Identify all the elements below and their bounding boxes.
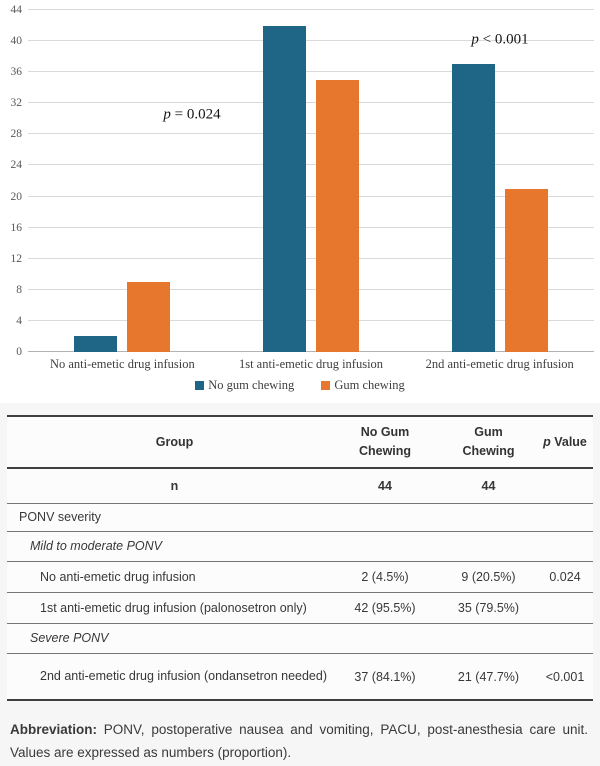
y-axis-tick-label: 16 <box>10 221 23 234</box>
table-footnote: Abbreviation: PONV, postoperative nausea… <box>10 719 588 765</box>
header-gum-chewing: Gum Chewing <box>462 425 515 458</box>
header-no-gum-chewing: No Gum Chewing <box>358 425 412 458</box>
table-row-2nd-infusion: 2nd anti-emetic drug infusion (ondansetr… <box>7 654 593 701</box>
gridline <box>28 40 594 42</box>
y-axis-tick-label: 24 <box>10 159 23 172</box>
footnote-abbreviation-label: Abbreviation: <box>10 722 98 737</box>
bar-gum-chewing <box>504 188 548 352</box>
chart-legend: No gum chewing Gum chewing <box>0 378 600 393</box>
gridline <box>28 351 594 352</box>
x-axis-labels: No anti-emetic drug infusion 1st anti-eme… <box>28 357 594 372</box>
bar-gum-chewing <box>127 282 171 352</box>
bar-gum-chewing <box>316 79 359 352</box>
legend-item: Gum chewing <box>321 378 405 393</box>
y-axis-tick-label: 12 <box>10 252 23 265</box>
x-axis-category-label: 2nd anti-emetic drug infusion <box>425 357 574 371</box>
table-row-no-infusion: No anti-emetic drug infusion 2 (4.5%) 9 … <box>7 562 593 593</box>
annotation-text: = 0.024 <box>170 106 221 123</box>
gridline <box>28 102 594 104</box>
legend-label: Gum chewing <box>334 378 405 392</box>
legend-swatch-icon <box>321 381 331 390</box>
plot-area <box>28 9 594 352</box>
x-axis-category-label: 1st anti-emetic drug infusion <box>238 357 384 371</box>
table-header-row: Group No Gum Chewing Gum Chewing p Value <box>7 417 593 469</box>
table-row-severe-ponv: Severe PONV <box>7 624 593 654</box>
bar-no-gum-chewing <box>451 64 495 352</box>
table-row-mild-moderate: Mild to moderate PONV <box>7 532 593 562</box>
table-row-ponv-severity: PONV severity <box>7 504 593 532</box>
annotation-text: < 0.001 <box>478 31 529 48</box>
p-value-annotation: p = 0.024 <box>163 107 220 124</box>
bar-no-gum-chewing <box>263 25 306 352</box>
annotation-italic-p: p <box>163 106 171 123</box>
gridline <box>28 288 594 290</box>
legend-swatch-icon <box>195 381 205 390</box>
gridline <box>28 133 594 135</box>
legend-item: No gum chewing <box>195 378 294 393</box>
gridline <box>28 319 594 321</box>
y-axis-tick-label: 36 <box>10 66 23 79</box>
gridline <box>28 195 594 197</box>
gridline <box>28 9 594 10</box>
table-section: Group No Gum Chewing Gum Chewing p Value… <box>0 403 600 766</box>
bar-groups <box>28 10 594 352</box>
gridline <box>28 257 594 259</box>
x-axis-category-label: No anti-emetic drug infusion <box>49 357 195 371</box>
gridline <box>28 226 594 228</box>
bar-group <box>28 10 217 352</box>
annotation-italic-p: p <box>471 31 479 48</box>
header-p-value: p Value <box>543 435 587 449</box>
grouped-bar-chart: 0 4 8 12 16 20 24 28 32 36 40 44 No anti-emetic drug… <box>0 4 600 393</box>
y-axis-tick-label: 28 <box>10 128 23 141</box>
footnote-text: PONV, postoperative nausea and vomiting,… <box>10 722 588 760</box>
y-axis-tick-label: 20 <box>10 190 23 203</box>
gridline <box>28 71 594 73</box>
p-value-annotation: p < 0.001 <box>471 32 528 49</box>
y-axis-tick-label: 44 <box>10 4 23 16</box>
table-row-1st-infusion: 1st anti-emetic drug infusion (palonoset… <box>7 593 593 624</box>
y-axis-tick-label: 4 <box>16 314 22 327</box>
y-axis-tick-label: 8 <box>16 283 22 296</box>
table-row-n: n 44 44 <box>7 469 593 504</box>
legend-label: No gum chewing <box>208 378 295 392</box>
y-axis-tick-label: 40 <box>10 35 23 48</box>
bar-no-gum-chewing <box>74 336 118 352</box>
bar-group <box>217 10 406 352</box>
gridline <box>28 164 594 166</box>
bar-group <box>405 10 594 352</box>
results-table: Group No Gum Chewing Gum Chewing p Value… <box>7 415 593 701</box>
y-axis-tick-label: 32 <box>10 97 23 110</box>
header-group: Group <box>155 434 194 449</box>
y-axis-tick-label: 0 <box>16 346 22 358</box>
